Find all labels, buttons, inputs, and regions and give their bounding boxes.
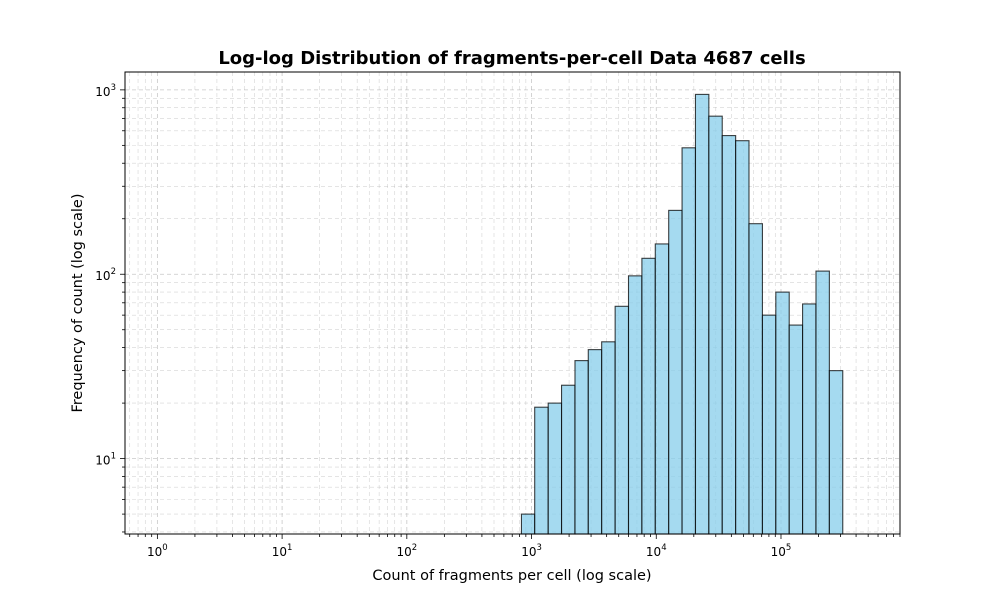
histogram-bar xyxy=(721,135,737,535)
histogram-bar xyxy=(748,223,763,535)
histogram-bar xyxy=(708,115,723,535)
y-tick-label: 101 xyxy=(95,452,116,468)
x-tick-label: 105 xyxy=(771,543,792,559)
histogram-bar xyxy=(802,303,817,535)
histogram-bar xyxy=(641,257,656,535)
x-tick-label: 101 xyxy=(272,543,293,559)
x-tick-label: 104 xyxy=(646,543,667,559)
histogram-bar xyxy=(534,406,549,535)
y-tick-label: 103 xyxy=(95,83,116,99)
y-tick-label: 102 xyxy=(95,267,116,283)
ticks: 100 101 102 103 104 105 101 102 103 xyxy=(95,83,901,559)
x-tick-label: 100 xyxy=(147,543,168,559)
histogram-bar xyxy=(775,291,790,535)
histogram-bar xyxy=(547,402,563,535)
histogram-bar xyxy=(587,349,603,535)
histogram-bar xyxy=(574,360,589,535)
histogram-bar xyxy=(520,513,536,535)
histogram-bar xyxy=(614,305,630,535)
histogram-bar xyxy=(788,324,804,535)
histogram-bar xyxy=(601,341,616,535)
histogram-bar xyxy=(654,243,670,535)
histogram-bar xyxy=(761,314,777,535)
histogram-bar xyxy=(828,370,844,535)
histogram-bar xyxy=(627,275,643,535)
y-axis-label: Frequency of count (log scale) xyxy=(70,193,86,412)
histogram-bar xyxy=(668,209,683,535)
bars xyxy=(520,93,844,535)
chart-title: Log-log Distribution of fragments-per-ce… xyxy=(218,48,805,69)
histogram-bar xyxy=(560,384,576,535)
histogram-bar xyxy=(815,270,830,535)
x-tick-label: 102 xyxy=(396,543,417,559)
x-axis-label: Count of fragments per cell (log scale) xyxy=(372,568,651,584)
histogram-bar xyxy=(694,93,710,535)
x-tick-label: 103 xyxy=(521,543,542,559)
histogram-bar xyxy=(681,147,697,535)
histogram-bar xyxy=(735,140,750,535)
